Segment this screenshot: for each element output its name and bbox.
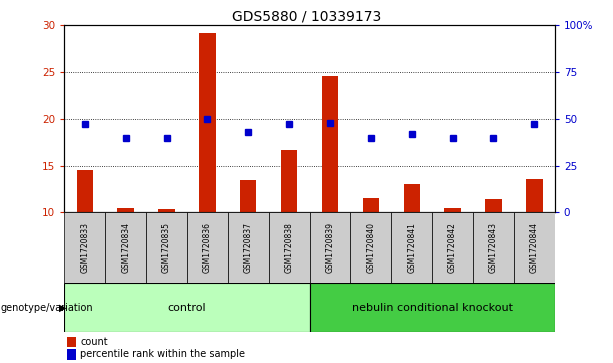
Text: GSM1720839: GSM1720839 (326, 222, 335, 273)
Text: GSM1720843: GSM1720843 (489, 222, 498, 273)
Bar (310, 212, 351, 283)
Bar (310, 283, 555, 332)
Bar (158, 209, 175, 212)
Text: GSM1720838: GSM1720838 (284, 222, 294, 273)
Bar (199, 33, 216, 212)
Bar (268, 212, 310, 283)
Bar (240, 180, 256, 212)
Bar (391, 212, 432, 283)
Bar (526, 179, 543, 212)
Bar (363, 198, 379, 212)
Bar (105, 212, 146, 283)
Text: GSM1720834: GSM1720834 (121, 222, 130, 273)
Bar (64, 283, 310, 332)
Text: GDS5880 / 10339173: GDS5880 / 10339173 (232, 9, 381, 23)
Bar (432, 212, 473, 283)
Text: ▶: ▶ (59, 303, 67, 313)
Text: GSM1720842: GSM1720842 (448, 222, 457, 273)
Bar (228, 212, 268, 283)
Bar (444, 208, 461, 212)
Bar (77, 170, 93, 212)
Text: GSM1720835: GSM1720835 (162, 222, 171, 273)
Text: GSM1720844: GSM1720844 (530, 222, 539, 273)
Bar (403, 184, 420, 212)
Bar (67, 337, 75, 347)
Bar (281, 150, 297, 212)
Text: nebulin conditional knockout: nebulin conditional knockout (352, 303, 512, 313)
Bar (187, 212, 228, 283)
Text: GSM1720841: GSM1720841 (407, 222, 416, 273)
Bar (64, 212, 105, 283)
Text: genotype/variation: genotype/variation (1, 303, 93, 313)
Text: GSM1720836: GSM1720836 (203, 222, 212, 273)
Bar (514, 212, 555, 283)
Text: control: control (167, 303, 207, 313)
Bar (146, 212, 187, 283)
Text: percentile rank within the sample: percentile rank within the sample (80, 349, 245, 359)
Bar (351, 212, 391, 283)
Bar (485, 199, 501, 212)
Text: GSM1720840: GSM1720840 (367, 222, 375, 273)
Bar (473, 212, 514, 283)
Text: GSM1720837: GSM1720837 (244, 222, 253, 273)
Bar (67, 349, 75, 359)
Text: GSM1720833: GSM1720833 (80, 222, 89, 273)
Bar (118, 208, 134, 212)
Text: count: count (80, 337, 108, 347)
Bar (322, 76, 338, 212)
